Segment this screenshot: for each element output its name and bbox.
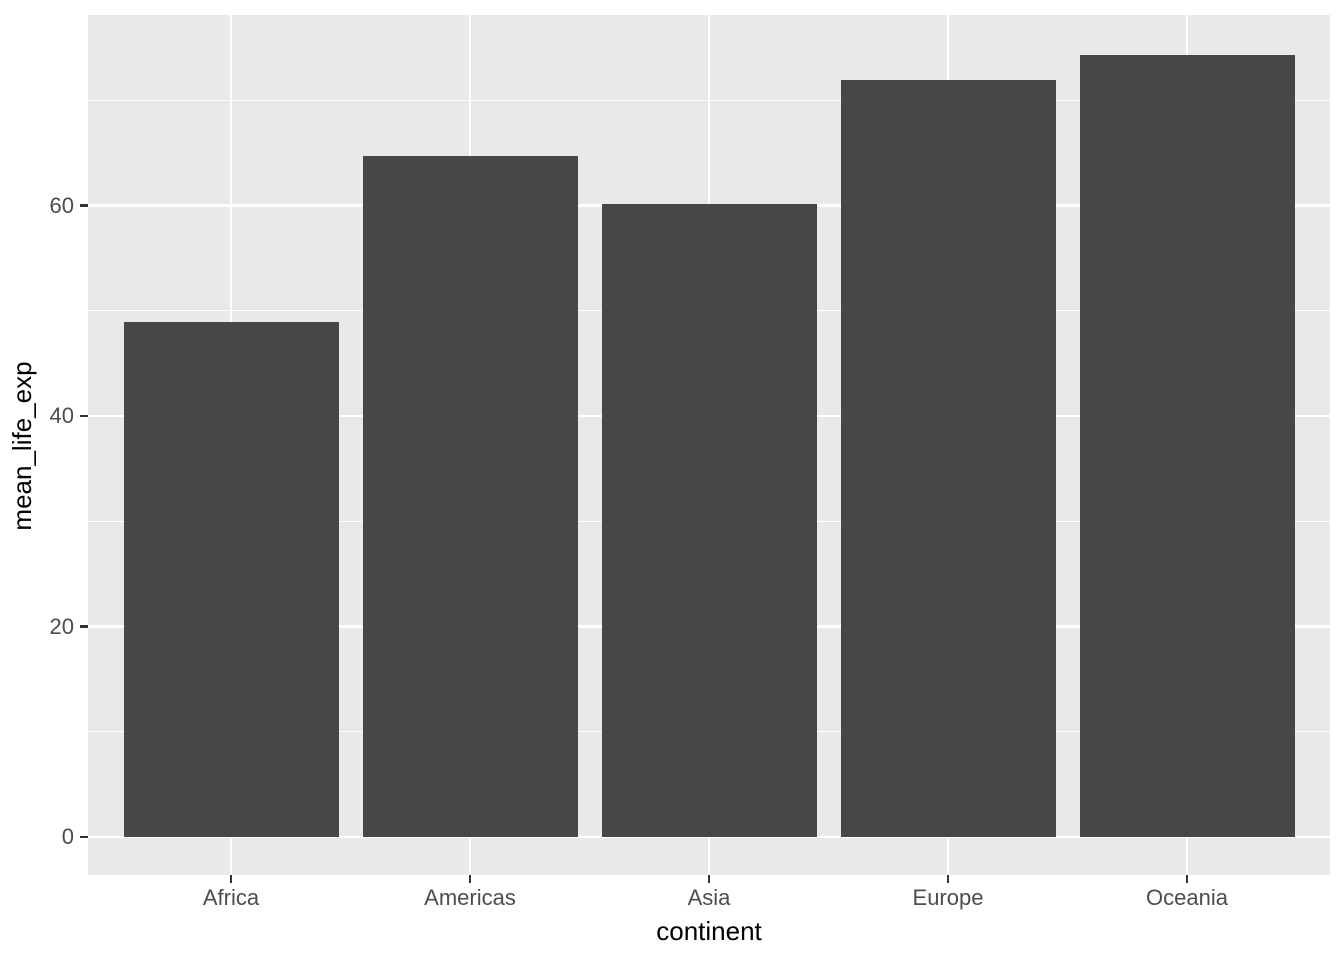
- y-tick-mark: [80, 204, 88, 207]
- x-tick-label: Oceania: [1146, 885, 1228, 910]
- x-axis-title: continent: [656, 916, 762, 946]
- x-tick-mark: [707, 875, 711, 883]
- y-tick-label: 40: [49, 403, 74, 428]
- x-tick-label: Europe: [912, 885, 984, 910]
- plot-panel: [88, 15, 1330, 875]
- x-tick-mark: [1185, 875, 1189, 883]
- y-tick-label: 60: [49, 192, 74, 218]
- x-tick-mark: [946, 875, 950, 883]
- y-axis-title: mean_life_exp: [7, 361, 37, 531]
- bar-asia: [601, 204, 817, 837]
- y-tick-mark: [80, 835, 88, 839]
- y-tick-label: 0: [61, 824, 74, 849]
- y-tick-mark: [80, 625, 88, 628]
- y-tick-mark: [80, 414, 88, 418]
- x-tick-label: Americas: [424, 885, 516, 910]
- x-tick-label: Africa: [202, 885, 260, 910]
- x-tick-mark: [229, 875, 233, 883]
- bar-oceania: [1079, 54, 1295, 837]
- x-tick-mark: [468, 875, 472, 883]
- x-tick-label: Asia: [687, 885, 731, 910]
- bar-americas: [362, 156, 578, 837]
- y-tick-label: 20: [49, 613, 74, 639]
- bar-europe: [840, 80, 1056, 837]
- bar-africa: [123, 322, 339, 837]
